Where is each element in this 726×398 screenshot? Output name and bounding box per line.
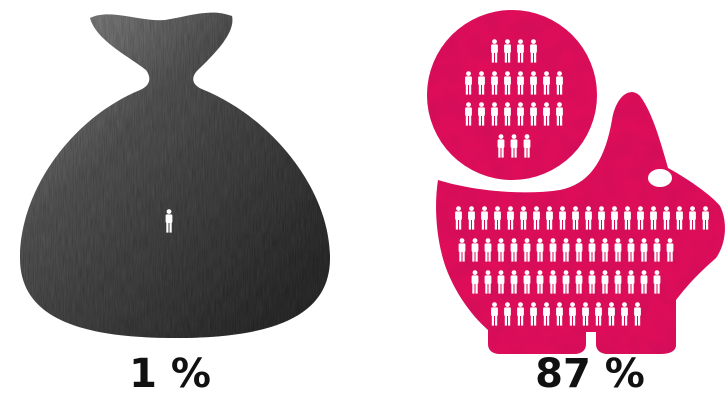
coin-icon <box>427 10 597 180</box>
piggy-bank-icon <box>436 92 725 354</box>
left-percent-label: 1 % <box>129 351 211 397</box>
pig-eye-hole <box>648 169 672 187</box>
right-percent-label: 87 % <box>535 351 645 397</box>
money-bag-icon <box>20 12 330 339</box>
